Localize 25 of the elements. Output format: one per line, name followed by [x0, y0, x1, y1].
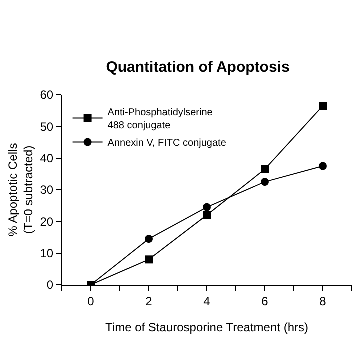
point	[319, 162, 327, 170]
x-tick-label: 0	[88, 294, 95, 308]
y-tick-label: 30	[40, 183, 54, 198]
point	[261, 178, 269, 186]
point	[203, 203, 211, 212]
x-tick-label: 6	[262, 294, 269, 308]
point	[145, 256, 153, 264]
y-tick-label: 20	[40, 214, 54, 229]
x-tick-label: 4	[204, 294, 211, 308]
point	[203, 211, 211, 220]
point	[319, 102, 327, 110]
point	[145, 235, 153, 244]
y-axis-title: % Apoptotic Cells (T=0 subtracted)	[6, 143, 36, 237]
y-tick-label: 50	[40, 120, 54, 134]
x-tick-label: 2	[146, 294, 153, 308]
y-tick-label: 60	[40, 88, 54, 102]
x-axis-title: Time of Staurosporine Treatment (hrs)	[106, 320, 308, 334]
point	[261, 165, 269, 174]
legend-label: Anti-Phosphatidylserine 488 conjugate	[108, 108, 214, 132]
x-tick-label: 8	[320, 294, 327, 308]
y-tick-label: 10	[40, 246, 54, 261]
y-tick-label: 40	[40, 152, 54, 166]
legend-label: Annexin V, FITC conjugate	[108, 138, 227, 150]
y-tick-label: 0	[46, 278, 54, 292]
chart-title: Quantitation of Apoptosis	[106, 59, 290, 76]
